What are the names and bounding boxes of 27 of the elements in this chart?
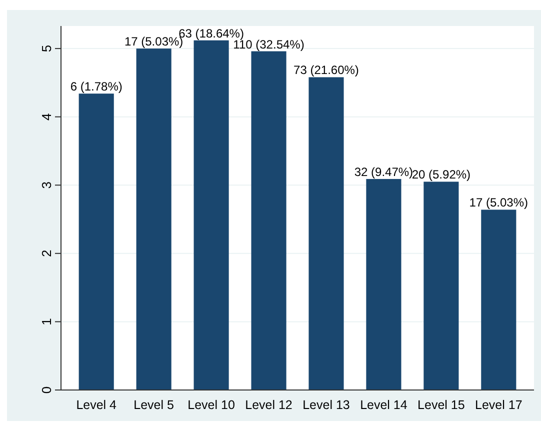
y-tick-label: 2: [39, 250, 54, 258]
x-tick-label: Level 5: [134, 398, 174, 412]
y-tick-label: 1: [39, 318, 54, 326]
bar: [78, 94, 114, 390]
bar: [251, 51, 286, 390]
bar: [481, 210, 516, 390]
y-tick-label: 4: [39, 113, 54, 120]
bar: [366, 178, 402, 390]
y-tick-label: 3: [39, 182, 54, 189]
bar: [424, 182, 459, 390]
annotation: 20 (5.92%): [412, 168, 471, 182]
x-tick-label: Level 14: [360, 398, 408, 412]
x-tick-label: Level 4: [76, 398, 117, 412]
x-tick-label: Level 13: [302, 398, 350, 412]
x-tick-label: Level 17: [475, 398, 522, 412]
bar: [136, 48, 172, 390]
x-tick-label: Level 10: [188, 398, 235, 412]
annotation: 6 (1.78%): [70, 80, 122, 94]
x-tick-label: Level 15: [418, 398, 465, 412]
bar: [308, 77, 344, 390]
annotation: 17 (5.03%): [469, 196, 528, 210]
y-tick-label: 0: [39, 386, 54, 394]
y-tick-label: 5: [39, 44, 54, 52]
x-tick-label: Level 12: [245, 398, 292, 412]
annotation: 73 (21.60%): [294, 63, 359, 78]
annotation: 32 (9.47%): [354, 164, 414, 179]
bar: [194, 40, 229, 390]
